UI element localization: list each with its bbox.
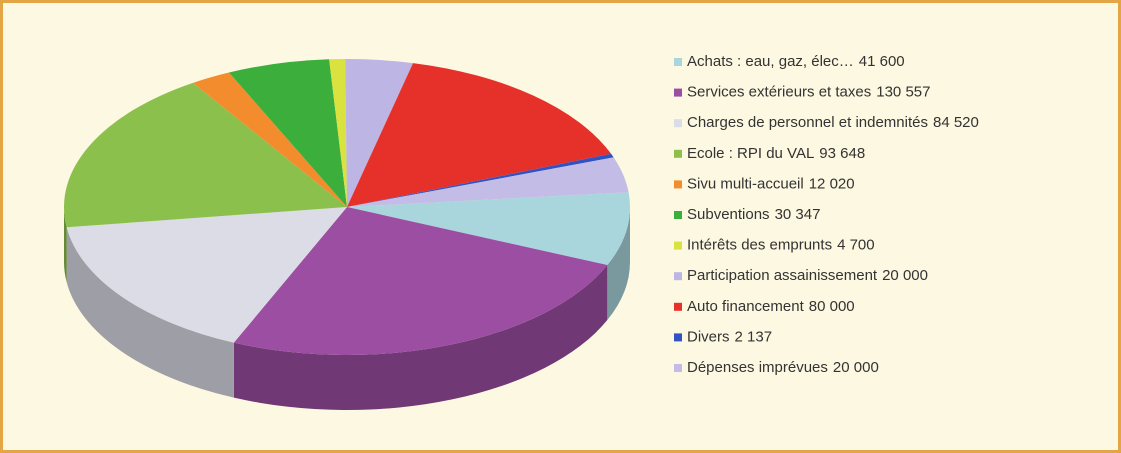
slice bbox=[66, 207, 347, 343]
legend-entry: Charges de personnel et indemnités 84 520 bbox=[687, 114, 979, 131]
slice bbox=[347, 153, 614, 207]
legend-value: 2 137 bbox=[735, 328, 773, 345]
legend-swatch bbox=[674, 119, 682, 128]
legend-name: Sivu multi-accueil bbox=[687, 175, 804, 192]
legend-entry: Services extérieurs et taxes 130 557 bbox=[687, 84, 930, 101]
slice-side bbox=[233, 265, 608, 410]
legend-value: 93 648 bbox=[819, 145, 865, 162]
legend-entry: Intérêts des emprunts 4 700 bbox=[687, 237, 875, 254]
legend-name: Dépenses imprévues bbox=[687, 359, 828, 376]
legend-swatch bbox=[674, 241, 682, 250]
slice-side bbox=[607, 207, 630, 321]
legend-swatch bbox=[674, 149, 682, 158]
slice bbox=[63, 82, 347, 228]
legend-value: 20 000 bbox=[833, 359, 879, 376]
legend-value: 12 020 bbox=[809, 175, 855, 192]
legend-swatch bbox=[674, 211, 682, 219]
slice bbox=[347, 63, 612, 208]
legend-entry: Dépenses imprévues 20 000 bbox=[687, 359, 879, 376]
legend-value: 84 520 bbox=[933, 114, 979, 131]
legend-value: 20 000 bbox=[882, 267, 928, 284]
legend-swatch bbox=[674, 272, 682, 281]
legend-name: Achats : eau, gaz, élec… bbox=[687, 53, 854, 70]
legend-swatch bbox=[674, 180, 682, 189]
legend-name: Subventions bbox=[687, 206, 770, 223]
legend-value: 80 000 bbox=[809, 298, 855, 315]
legend-name: Participation assainissement bbox=[687, 267, 878, 284]
legend-value: 4 700 bbox=[837, 237, 875, 254]
legend-entry: Auto financement 80 000 bbox=[687, 298, 855, 315]
legend-value: 41 600 bbox=[859, 53, 905, 70]
slice bbox=[347, 157, 629, 207]
slice bbox=[347, 192, 631, 266]
legend-entry: Subventions 30 347 bbox=[687, 206, 820, 223]
legend-swatch bbox=[674, 333, 682, 342]
legend-value: 30 347 bbox=[775, 206, 821, 223]
legend-name: Intérêts des emprunts bbox=[687, 237, 832, 254]
legend-swatch bbox=[674, 58, 682, 66]
legend-swatch bbox=[674, 302, 682, 311]
legend-name: Ecole : RPI du VAL bbox=[687, 145, 814, 162]
legend-entry: Sivu multi-accueil 12 020 bbox=[687, 175, 855, 192]
legend-swatch bbox=[674, 364, 682, 372]
slice bbox=[192, 72, 347, 207]
legend-name: Divers bbox=[687, 328, 730, 345]
legend-entry: Achats : eau, gaz, élec… 41 600 bbox=[687, 53, 905, 70]
legend-name: Charges de personnel et indemnités bbox=[687, 114, 928, 131]
legend-swatch bbox=[674, 88, 682, 97]
legend-name: Auto financement bbox=[687, 298, 805, 315]
legend-name: Services extérieurs et taxes bbox=[687, 84, 871, 101]
slice-side bbox=[66, 227, 234, 398]
legend-entry: Divers 2 137 bbox=[687, 328, 772, 345]
legend-entry: Ecole : RPI du VAL 93 648 bbox=[687, 145, 865, 162]
slice bbox=[228, 59, 347, 208]
slice bbox=[329, 59, 347, 208]
slice bbox=[345, 59, 414, 207]
legend-value: 130 557 bbox=[876, 84, 930, 101]
legend-entry: Participation assainissement 20 000 bbox=[687, 267, 928, 284]
slice bbox=[233, 207, 608, 355]
slice-side bbox=[64, 207, 67, 283]
